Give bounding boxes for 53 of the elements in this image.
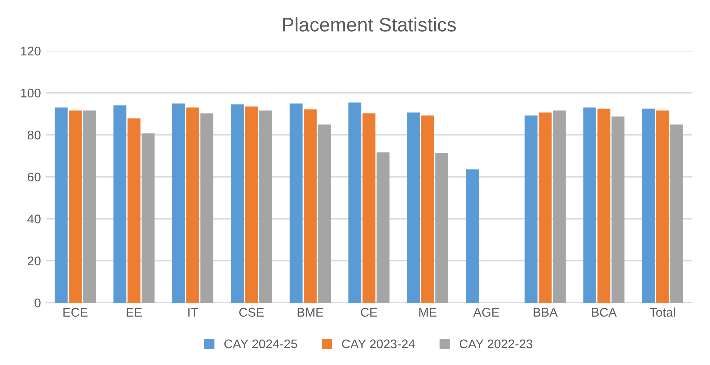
x-tick-label: AGE <box>474 308 500 317</box>
legend-label: CAY 2024-25 <box>224 340 298 349</box>
legend-label: CAY 2022-23 <box>460 340 533 349</box>
bar <box>407 112 420 303</box>
bar <box>538 112 552 303</box>
x-tick-label: CSE <box>240 308 264 317</box>
bar <box>128 118 141 303</box>
bar <box>656 110 670 303</box>
bar <box>553 110 566 303</box>
bar <box>83 110 96 303</box>
chart-title: Placement Statistics <box>283 18 456 32</box>
x-tick-label: EE <box>126 308 142 317</box>
bar <box>114 106 127 303</box>
y-tick-label: 20 <box>28 256 41 266</box>
y-tick-label: 80 <box>28 130 41 140</box>
bar <box>259 110 272 303</box>
y-tick-label: 120 <box>21 46 41 56</box>
bar <box>524 116 538 303</box>
bar <box>69 110 82 303</box>
bar <box>318 124 332 303</box>
x-tick-label: IT <box>188 308 198 317</box>
bar <box>612 116 625 303</box>
bar <box>584 108 597 303</box>
bar <box>290 104 303 303</box>
bar <box>436 154 448 303</box>
x-tick-label: BME <box>298 308 324 317</box>
bar <box>186 108 200 303</box>
y-tick-label: 0 <box>34 298 41 308</box>
bar <box>348 102 362 303</box>
x-tick-label: Total <box>650 308 676 317</box>
bar <box>142 134 155 303</box>
x-tick-label: BCA <box>592 308 617 317</box>
x-tick-label: CE <box>361 308 378 317</box>
x-tick-label: ECE <box>64 308 88 317</box>
y-tick-label: 100 <box>21 88 41 98</box>
bar <box>304 110 317 303</box>
legend-label: CAY 2023-24 <box>342 340 416 349</box>
bar <box>670 124 684 303</box>
bar <box>421 116 434 303</box>
bar <box>54 108 68 303</box>
bar <box>172 104 186 303</box>
bar <box>376 152 390 303</box>
bar <box>231 104 244 303</box>
y-tick-label: 60 <box>28 172 41 182</box>
bar <box>245 106 258 303</box>
x-tick-label: ME <box>420 308 437 317</box>
y-tick-label: 40 <box>28 214 41 224</box>
bar <box>598 108 611 303</box>
bar <box>200 114 214 303</box>
bar <box>466 170 480 303</box>
x-tick-label: BBA <box>534 308 558 317</box>
bar <box>642 108 656 303</box>
bar <box>362 114 376 303</box>
